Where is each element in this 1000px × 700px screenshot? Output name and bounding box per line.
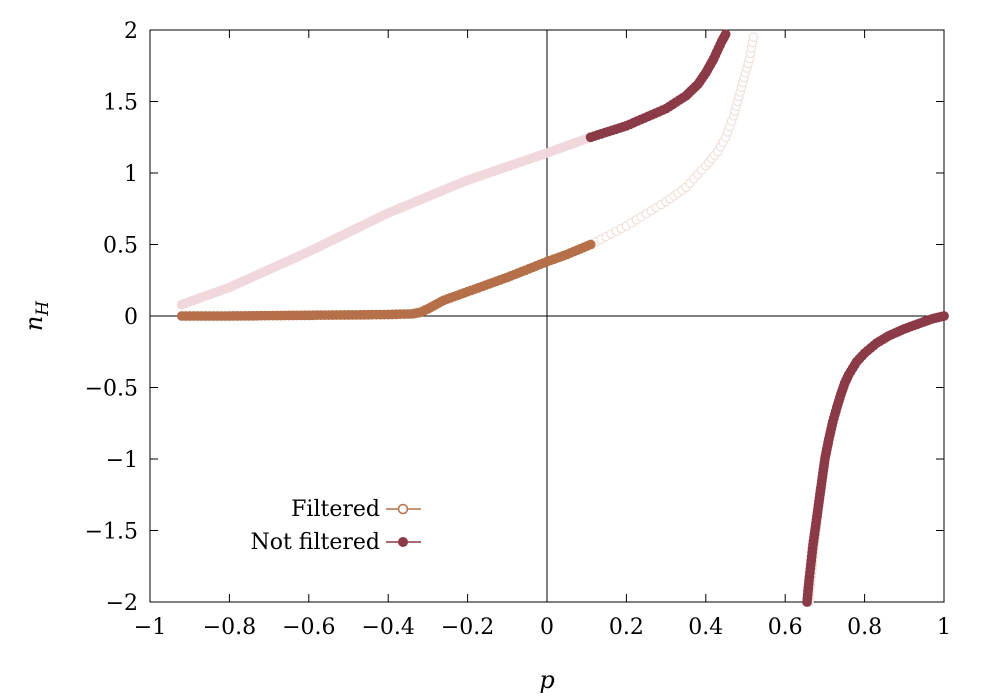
- y-tick-label: 0: [124, 305, 138, 330]
- x-tick-label: −0.4: [361, 615, 414, 640]
- legend-marker-filtered: [397, 503, 409, 515]
- x-tick-label: 0: [540, 615, 554, 640]
- x-tick-label: 0.6: [768, 615, 803, 640]
- legend-marker-not-filtered: [398, 537, 408, 547]
- series-not-filtered-faded-filled: [176, 132, 596, 310]
- legend-label-not-filtered: Not filtered: [250, 530, 380, 555]
- data-point: [720, 29, 731, 40]
- data-point: [585, 239, 596, 250]
- y-tick-label: 1: [124, 162, 138, 187]
- legend: Filtered Not filtered: [250, 497, 421, 555]
- series-filtered-filled: [176, 239, 596, 321]
- y-tick-label: −1.5: [85, 520, 138, 545]
- data-point: [748, 32, 759, 42]
- y-tick-label: 2: [124, 19, 138, 44]
- axis-ticks: [149, 29, 945, 603]
- y-tick-label: −1: [106, 448, 138, 473]
- y-axis-title-sub: H: [33, 300, 53, 317]
- x-tick-label: −0.2: [441, 615, 494, 640]
- x-tick-label: −0.8: [203, 615, 256, 640]
- y-tick-label: −0.5: [85, 377, 138, 402]
- y-tick-label: 1.5: [103, 91, 138, 116]
- series-not-filtered-filled: [585, 29, 731, 143]
- legend-label-filtered: Filtered: [291, 497, 380, 522]
- x-tick-label: −1: [134, 615, 166, 640]
- y-axis-title-main: n: [20, 316, 48, 331]
- series-line: [590, 33, 727, 138]
- y-tick-label: 0.5: [103, 234, 138, 259]
- tick-labels: −1 −0.8 −0.6 −0.4 −0.2 0 0.2 0.4 0.6 0.8 1 −2 −1.5 −1…: [85, 19, 951, 640]
- y-tick-label: −2: [106, 591, 138, 616]
- x-tick-label: 1: [937, 615, 951, 640]
- x-tick-label: 0.2: [609, 615, 644, 640]
- y-axis-title: nH: [20, 300, 53, 331]
- series-filtered-faded-open: [585, 32, 759, 250]
- series-line: [590, 37, 755, 246]
- series-layer: [176, 29, 949, 607]
- x-tick-label: 0.8: [847, 615, 882, 640]
- series-not-filtered-filled: [802, 311, 949, 607]
- x-tick-label: 0.4: [688, 615, 723, 640]
- x-axis-title: p: [539, 666, 554, 694]
- data-point: [939, 311, 949, 321]
- x-tick-label: −0.6: [282, 615, 335, 640]
